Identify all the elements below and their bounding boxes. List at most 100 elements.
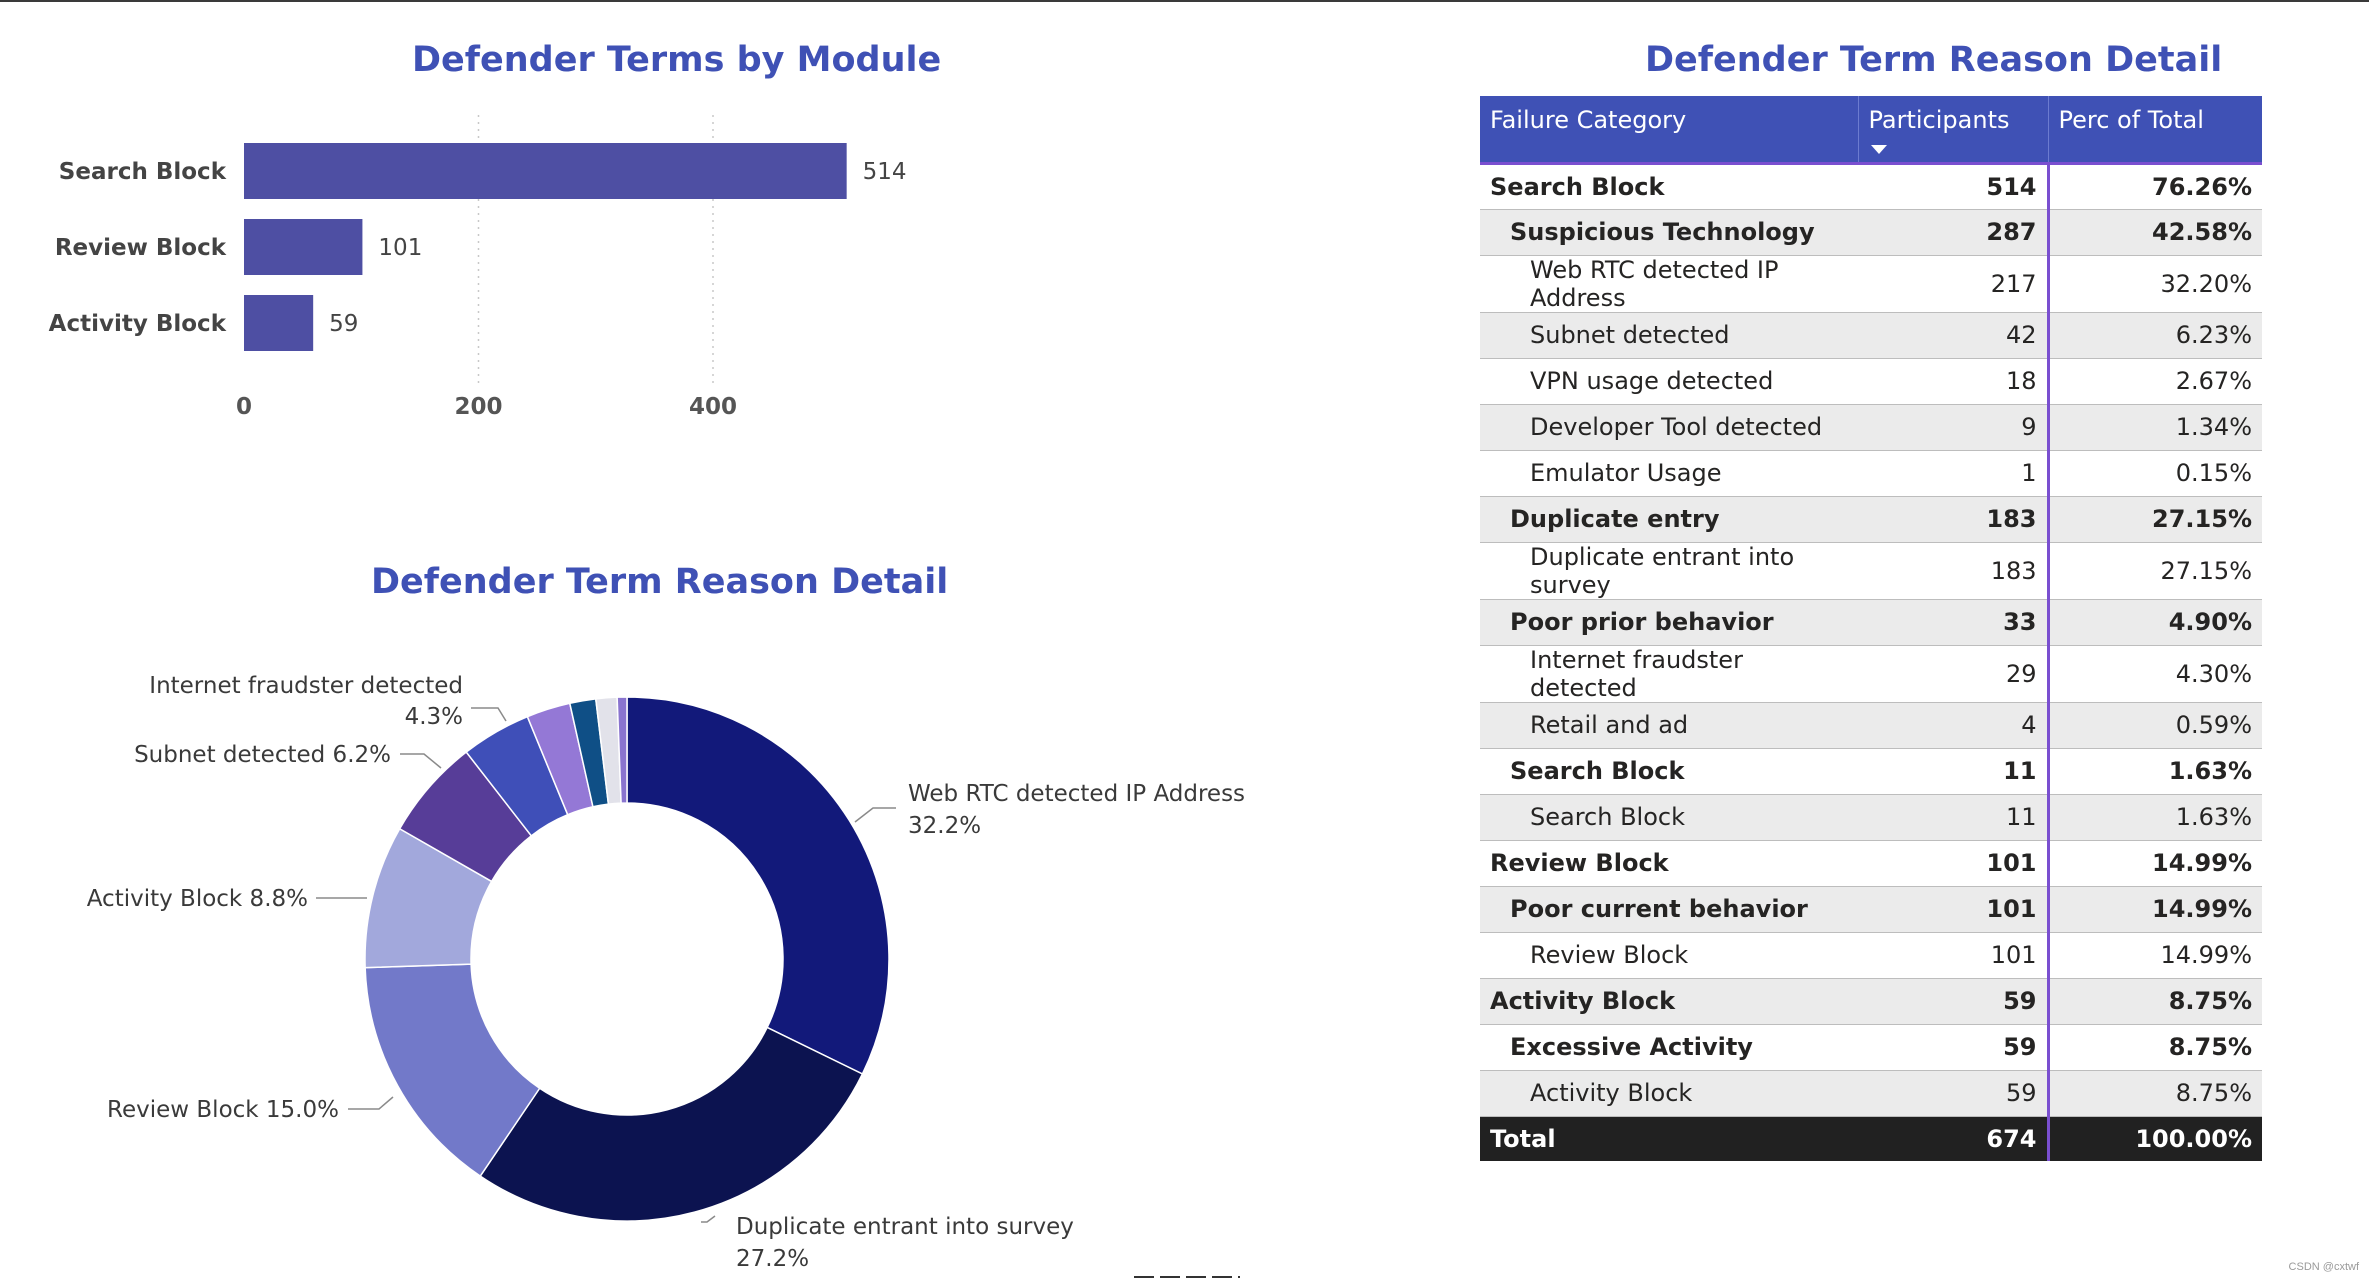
participants-cell: 4 [1858, 702, 2050, 749]
participants-cell: 183 [1858, 542, 2050, 600]
table-row[interactable]: Search Block 514 76.26% [1480, 163, 2262, 210]
perc-of-total-cell: 0.15% [2048, 450, 2262, 497]
perc-of-total-cell: 32.20% [2048, 255, 2262, 313]
column-header-failure-category[interactable]: Failure Category [1480, 96, 1858, 165]
failure-category-cell: VPN usage detected [1480, 358, 1858, 405]
table-title: Defender Term Reason Detail [1645, 40, 2223, 80]
bar[interactable] [244, 295, 314, 351]
table-row[interactable]: Internet fraudster detected 29 4.30% [1480, 645, 2262, 703]
reason-detail-table: Failure Category Participants Perc of To… [1480, 96, 2262, 1161]
table-row[interactable]: Retail and ad 4 0.59% [1480, 702, 2262, 749]
participants-cell: 1 [1858, 450, 2050, 497]
column-header-participants[interactable]: Participants [1857, 96, 2048, 165]
perc-of-total-cell: 27.15% [2048, 496, 2262, 543]
slice-percent-label: 27.2% [736, 1246, 809, 1272]
failure-category-cell: Emulator Usage [1480, 450, 1858, 497]
table-row[interactable]: Web RTC detected IP Address 217 32.20% [1480, 255, 2262, 313]
participants-cell: 101 [1858, 932, 2050, 979]
perc-of-total-cell: 8.75% [2048, 978, 2262, 1025]
slice-label: Subnet detected 6.2% [134, 742, 391, 768]
slice-label: Review Block 15.0% [107, 1097, 339, 1123]
table-row[interactable]: Review Block 101 14.99% [1480, 932, 2262, 979]
bar-category-label: Search Block [59, 159, 227, 185]
x-tick-label: 400 [689, 394, 737, 420]
bar[interactable] [244, 143, 847, 199]
column-header-label: Participants [1868, 106, 2010, 134]
table-row[interactable]: Poor current behavior 101 14.99% [1480, 886, 2262, 933]
leader-line [471, 707, 507, 722]
failure-category-cell: Review Block [1480, 840, 1858, 887]
perc-of-total-cell: 14.99% [2048, 840, 2262, 887]
leader-line [854, 807, 896, 823]
column-header-perc[interactable]: Perc of Total [2047, 96, 2262, 165]
failure-category-cell: Web RTC detected IP Address [1480, 255, 1858, 313]
table-row[interactable]: Suspicious Technology 287 42.58% [1480, 209, 2262, 256]
table-row[interactable]: Search Block 11 1.63% [1480, 748, 2262, 795]
participants-cell: 514 [1858, 163, 2050, 210]
x-tick-label: 0 [236, 394, 252, 420]
sort-descending-icon [1870, 144, 1887, 154]
bar-data-label: 59 [329, 311, 358, 337]
table-row[interactable]: Excessive Activity 59 8.75% [1480, 1024, 2262, 1071]
table-row[interactable]: Developer Tool detected 9 1.34% [1480, 404, 2262, 451]
table-row[interactable]: Emulator Usage 1 0.15% [1480, 450, 2262, 497]
table-row[interactable]: Subnet detected 42 6.23% [1480, 312, 2262, 359]
participants-cell: 11 [1858, 748, 2050, 795]
participants-cell: 101 [1858, 840, 2050, 887]
perc-of-total-cell: 2.67% [2048, 358, 2262, 405]
perc-of-total-cell: 27.15% [2048, 542, 2262, 600]
failure-category-cell: Activity Block [1480, 1070, 1858, 1117]
failure-category-cell: Search Block [1480, 794, 1858, 841]
bar-category-label: Review Block [55, 235, 227, 261]
failure-category-cell: Poor prior behavior [1480, 599, 1858, 646]
failure-category-cell: Subnet detected [1480, 312, 1858, 359]
perc-of-total-cell: 4.90% [2048, 599, 2262, 646]
donut-chart: Web RTC detected IP Address 32.2% Duplicat… [87, 673, 1245, 1272]
perc-of-total-cell: 6.23% [2048, 312, 2262, 359]
participants-cell: 183 [1858, 496, 2050, 543]
participants-cell: 9 [1858, 404, 2050, 451]
pie-chart-title: Defender Term Reason Detail [371, 562, 949, 602]
leader-line [348, 1096, 394, 1110]
bar-data-label: 514 [863, 159, 907, 185]
table-row[interactable]: Duplicate entrant into survey 183 27.15% [1480, 542, 2262, 600]
failure-category-cell: Retail and ad [1480, 702, 1858, 749]
table-row[interactable]: VPN usage detected 18 2.67% [1480, 358, 2262, 405]
perc-of-total-cell: 42.58% [2048, 209, 2262, 256]
participants-cell: 59 [1858, 1070, 2050, 1117]
total-participants: 674 [1858, 1116, 2050, 1161]
table-row[interactable]: Duplicate entry 183 27.15% [1480, 496, 2262, 543]
slice-percent-label: 4.3% [405, 704, 463, 730]
bar-data-label: 101 [378, 235, 422, 261]
bar-chart-title: Defender Terms by Module [412, 40, 942, 80]
participants-cell: 59 [1858, 978, 2050, 1025]
participants-cell: 11 [1858, 794, 2050, 841]
bar-chart: 0 200 400 Search Block 514 Review Block 101 Act… [49, 115, 907, 420]
failure-category-cell: Poor current behavior [1480, 886, 1858, 933]
column-header-label: Perc of Total [2058, 106, 2204, 134]
failure-category-cell: Internet fraudster detected [1480, 645, 1858, 703]
table-row[interactable]: Poor prior behavior 33 4.90% [1480, 599, 2262, 646]
donut-slice[interactable] [616, 696, 628, 804]
failure-category-cell: Developer Tool detected [1480, 404, 1858, 451]
table-row[interactable]: Search Block 11 1.63% [1480, 794, 2262, 841]
slice-label: Internet fraudster detected [149, 673, 463, 699]
table-row[interactable]: Review Block 101 14.99% [1480, 840, 2262, 887]
failure-category-cell: Search Block [1480, 163, 1858, 210]
participants-cell: 101 [1858, 886, 2050, 933]
perc-of-total-cell: 1.34% [2048, 404, 2262, 451]
top-border [0, 0, 2369, 2]
bar[interactable] [244, 219, 363, 275]
donut-slice[interactable] [479, 1026, 864, 1222]
participants-cell: 18 [1858, 358, 2050, 405]
table-row[interactable]: Activity Block 59 8.75% [1480, 1070, 2262, 1117]
failure-category-cell: Duplicate entrant into survey [1480, 542, 1858, 600]
participants-cell: 59 [1858, 1024, 2050, 1071]
table-row[interactable]: Activity Block 59 8.75% [1480, 978, 2262, 1025]
perc-of-total-cell: 4.30% [2048, 645, 2262, 703]
perc-of-total-cell: 8.75% [2048, 1070, 2262, 1117]
failure-category-cell: Excessive Activity [1480, 1024, 1858, 1071]
donut-slice[interactable] [626, 696, 890, 1076]
participants-cell: 217 [1858, 255, 2050, 313]
participants-cell: 33 [1858, 599, 2050, 646]
